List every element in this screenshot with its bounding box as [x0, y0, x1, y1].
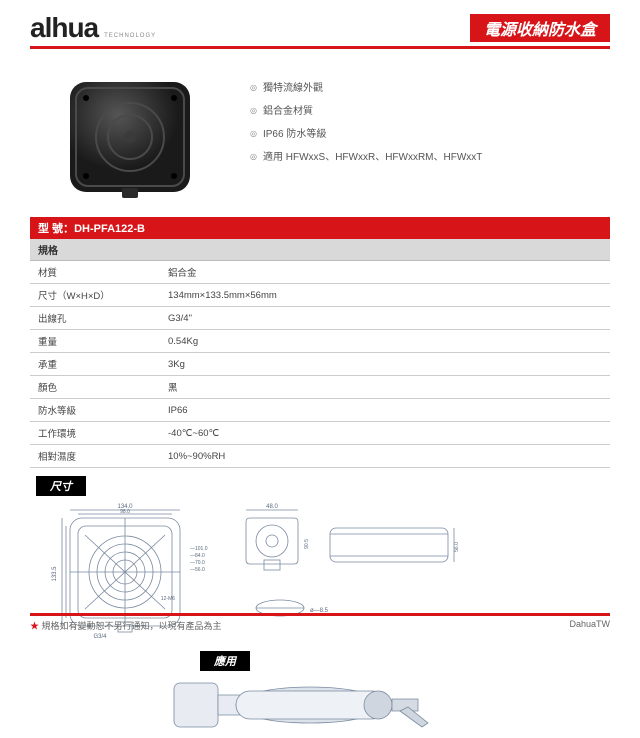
- brand-name: alhua: [30, 12, 98, 44]
- svg-text:G3/4: G3/4: [93, 634, 107, 640]
- table-row: 顏色黑: [30, 376, 610, 399]
- feature-item: 鋁合金材質: [250, 102, 482, 117]
- spec-header: 規格: [30, 239, 610, 261]
- model-bar: 型 號：DH-PFA122-B: [30, 217, 610, 239]
- table-row: 出線孔G3/4": [30, 307, 610, 330]
- svg-text:98.0: 98.0: [120, 509, 130, 515]
- section-label-application: 應用: [200, 651, 250, 671]
- brand-tagline: TECHNOLOGY: [104, 33, 156, 39]
- table-row: 防水等級IP66: [30, 399, 610, 422]
- footer-note: 規格如有變動恕不另行通知，以現有產品為主: [30, 619, 222, 632]
- product-title: 電源收納防水盒: [470, 14, 610, 42]
- top-section: 獨特流線外觀 鋁合金材質 IP66 防水等級 適用 HFWxxS、HFWxxR、…: [30, 59, 610, 209]
- svg-text:—56.0: —56.0: [190, 567, 205, 573]
- footer-brand: DahuaTW: [569, 619, 610, 632]
- table-row: 重量0.54Kg: [30, 330, 610, 353]
- model-value: DH-PFA122-B: [74, 223, 145, 235]
- footer: 規格如有變動恕不另行通知，以現有產品為主 DahuaTW: [30, 613, 610, 632]
- feature-item: 適用 HFWxxS、HFWxxR、HFWxxRM、HFWxxT: [250, 148, 482, 163]
- feature-list: 獨特流線外觀 鋁合金材質 IP66 防水等級 適用 HFWxxS、HFWxxR、…: [250, 59, 482, 209]
- application-drawing: [30, 675, 610, 738]
- table-row: 尺寸（W×H×D）134mm×133.5mm×56mm: [30, 284, 610, 307]
- svg-text:133.5: 133.5: [52, 566, 58, 582]
- svg-text:12-M6: 12-M6: [161, 596, 175, 602]
- svg-text:—70.0: —70.0: [190, 560, 205, 566]
- feature-item: IP66 防水等級: [250, 125, 482, 140]
- svg-text:—84.0: —84.0: [190, 553, 205, 559]
- brand-logo: alhua TECHNOLOGY: [30, 12, 156, 44]
- svg-text:90.5: 90.5: [304, 539, 310, 549]
- svg-text:56.0: 56.0: [454, 542, 460, 552]
- product-photo: [30, 59, 230, 209]
- spec-table: 材質鋁合金 尺寸（W×H×D）134mm×133.5mm×56mm 出線孔G3/…: [30, 261, 610, 468]
- table-row: 工作環境-40℃~60℃: [30, 422, 610, 445]
- table-row: 承重3Kg: [30, 353, 610, 376]
- section-label-dimensions: 尺寸: [36, 476, 86, 496]
- header: alhua TECHNOLOGY 電源收納防水盒: [30, 12, 610, 49]
- svg-text:—101.0: —101.0: [190, 546, 208, 552]
- table-row: 材質鋁合金: [30, 261, 610, 284]
- svg-text:48.0: 48.0: [266, 504, 278, 510]
- table-row: 相對濕度10%~90%RH: [30, 445, 610, 468]
- model-label: 型 號：: [38, 223, 74, 235]
- feature-item: 獨特流線外觀: [250, 79, 482, 94]
